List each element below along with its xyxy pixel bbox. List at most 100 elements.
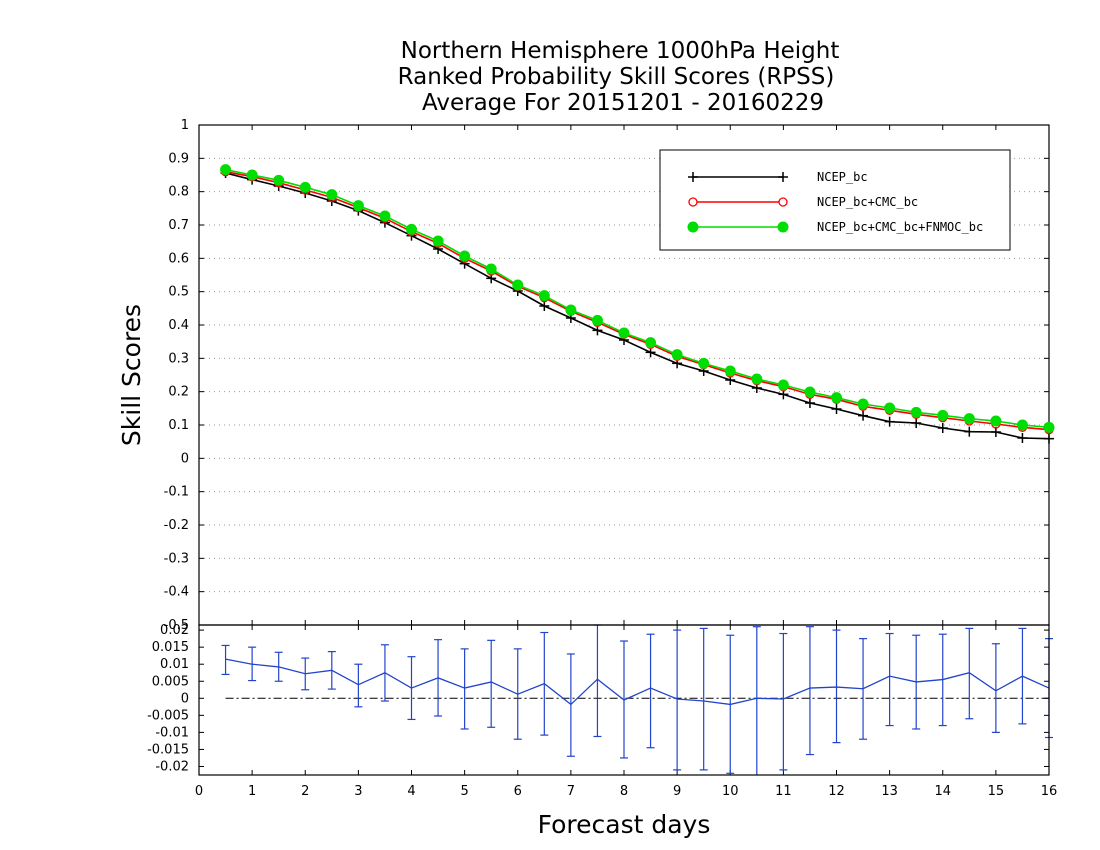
y-tick-label: 0.01 xyxy=(160,657,189,672)
data-point xyxy=(591,314,603,326)
data-point xyxy=(432,235,444,247)
data-point xyxy=(565,304,577,316)
error-bar xyxy=(487,639,496,728)
data-point xyxy=(538,290,550,302)
x-tick-label: 13 xyxy=(881,784,898,799)
diff-plot-frame xyxy=(198,624,1050,776)
x-tick-label: 10 xyxy=(722,784,739,799)
data-point xyxy=(671,349,683,361)
y-tick-label: -0.2 xyxy=(164,518,189,533)
y-tick-label: 0 xyxy=(181,691,189,706)
x-tick-label: 6 xyxy=(514,784,522,799)
data-point xyxy=(990,415,1002,427)
y-tick-label: 0.1 xyxy=(168,418,189,433)
data-point xyxy=(698,357,710,369)
data-point xyxy=(485,263,497,275)
x-tick-label: 8 xyxy=(620,784,628,799)
x-tick-label: 5 xyxy=(460,784,468,799)
data-point xyxy=(645,347,656,358)
data-point xyxy=(273,174,285,186)
error-bar xyxy=(885,632,894,727)
data-point xyxy=(804,398,815,408)
legend-marker xyxy=(688,197,698,207)
error-bar xyxy=(805,626,814,756)
data-point xyxy=(326,189,338,201)
y-tick-label: 0.3 xyxy=(168,351,189,366)
legend-marker xyxy=(778,197,788,207)
y-tick-label: 0.4 xyxy=(168,318,189,333)
data-point xyxy=(777,379,789,391)
error-bar xyxy=(460,648,469,730)
x-tick-label: 12 xyxy=(828,784,845,799)
data-point xyxy=(857,398,869,410)
y-tick-label: 0.005 xyxy=(152,674,189,689)
series-NCEP_bc+CMC_bc+FNMOC_bc xyxy=(220,164,1055,433)
data-point xyxy=(1016,419,1028,431)
y-tick-label: 0.02 xyxy=(160,623,189,638)
data-point xyxy=(512,279,524,291)
data-point xyxy=(1044,433,1054,444)
data-point xyxy=(1043,421,1055,433)
data-point xyxy=(459,250,471,262)
x-tick-label: 15 xyxy=(988,784,1005,799)
error-bar xyxy=(752,626,761,775)
data-point xyxy=(246,169,258,181)
data-point xyxy=(963,413,975,425)
y-tick-label: -0.4 xyxy=(164,585,189,600)
data-point xyxy=(379,210,391,222)
error-bar xyxy=(354,663,363,708)
x-tick-label: 0 xyxy=(195,784,203,799)
data-point xyxy=(539,301,550,311)
data-point xyxy=(592,325,603,336)
legend-label: NCEP_bc+CMC_bc+FNMOC_bc xyxy=(817,220,983,234)
data-point xyxy=(858,410,869,421)
y-tick-label: 0 xyxy=(181,451,189,466)
y-tick-label: 0.8 xyxy=(168,185,189,200)
y-tick-label: 0.9 xyxy=(168,151,189,166)
x-tick-label: 14 xyxy=(934,784,951,799)
data-point xyxy=(299,181,311,193)
difference-panel: 0.02 0.015 0.01 0.005 0 -0.005 -0.01 -0.015 -0.0… xyxy=(147,623,1057,799)
y-tick-label: -0.1 xyxy=(164,485,189,500)
x-tick-label: 3 xyxy=(354,784,362,799)
data-point xyxy=(618,327,630,339)
data-point xyxy=(831,392,842,404)
x-tick-label: 7 xyxy=(567,784,575,799)
data-point xyxy=(645,337,657,349)
data-point xyxy=(910,406,922,418)
x-tick-label: 9 xyxy=(673,784,681,799)
data-point xyxy=(964,426,975,437)
error-bar xyxy=(991,643,1000,733)
error-bar xyxy=(673,629,682,771)
data-point xyxy=(352,200,364,212)
data-point xyxy=(911,418,922,428)
chart-title-line-3: Average For 20151201 - 20160229 xyxy=(422,90,824,116)
error-bar xyxy=(832,629,841,744)
x-tick-label: 16 xyxy=(1041,784,1058,799)
x-tick-label: 1 xyxy=(248,784,256,799)
data-point xyxy=(831,404,842,414)
difference-line xyxy=(225,658,1050,706)
data-point xyxy=(724,365,736,377)
error-bar xyxy=(779,632,788,771)
y-tick-label: -0.005 xyxy=(147,708,189,723)
series-NCEP_bc xyxy=(220,168,1054,444)
y-tick-label: -0.015 xyxy=(147,742,189,757)
data-point xyxy=(937,423,948,433)
y-tick-label: 0.7 xyxy=(168,218,189,233)
error-bar xyxy=(699,627,708,771)
y-tick-label: 0.015 xyxy=(152,640,189,655)
data-point xyxy=(884,402,896,414)
data-point xyxy=(751,373,763,385)
data-point xyxy=(804,386,816,398)
data-point xyxy=(220,164,232,176)
x-tick-label: 11 xyxy=(775,784,792,799)
legend-marker xyxy=(777,221,789,233)
y-axis-label: Skill Scores xyxy=(117,304,146,446)
error-bar xyxy=(965,627,974,720)
legend-marker xyxy=(687,221,699,233)
y-tick-label: 1 xyxy=(181,118,189,133)
chart-title-line-2: Ranked Probability Skill Scores (RPSS) xyxy=(398,64,835,90)
data-point xyxy=(406,223,417,235)
